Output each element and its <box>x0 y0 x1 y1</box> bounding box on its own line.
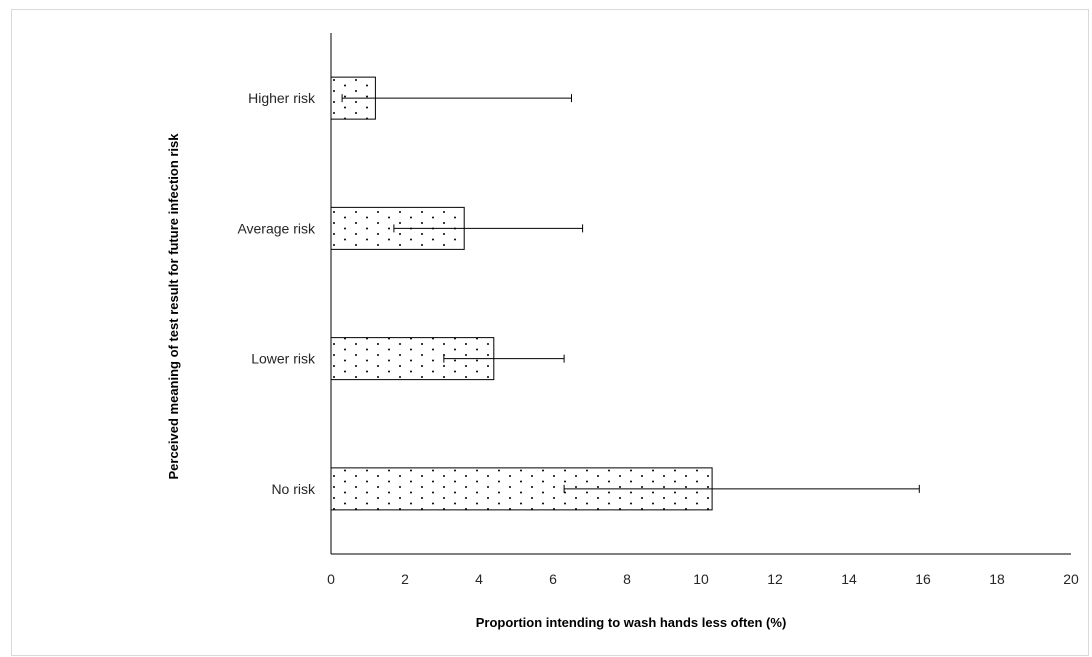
y-tick-label: Lower risk <box>251 351 316 367</box>
x-tick-label: 20 <box>1063 571 1079 587</box>
x-tick-label: 18 <box>989 571 1005 587</box>
x-tick-label: 8 <box>623 571 631 587</box>
x-tick-label: 14 <box>841 571 857 587</box>
y-tick-label: Higher risk <box>248 90 316 106</box>
x-tick-labels: 0 2 4 6 8 10 12 14 16 18 20 <box>327 571 1079 587</box>
error-bar-average-risk <box>393 224 584 233</box>
y-tick-labels: Higher risk Average risk Lower risk No risk <box>237 90 316 497</box>
chart-frame <box>11 9 1089 656</box>
error-bar-higher-risk <box>341 94 572 103</box>
x-tick-label: 12 <box>767 571 783 587</box>
error-bar-lower-risk <box>443 354 565 363</box>
x-tick-label: 6 <box>549 571 557 587</box>
bars-layer <box>330 76 713 511</box>
y-axis-title: Perceived meaning of test result for fut… <box>166 133 181 480</box>
y-tick-label: No risk <box>271 481 316 497</box>
error-bar-no-risk <box>563 484 920 493</box>
error-bars-layer <box>341 94 920 493</box>
x-tick-label: 10 <box>693 571 709 587</box>
x-tick-label: 16 <box>915 571 931 587</box>
x-tick-label: 2 <box>401 571 409 587</box>
x-tick-label: 4 <box>475 571 483 587</box>
y-tick-label: Average risk <box>237 220 316 236</box>
x-tick-label: 0 <box>327 571 335 587</box>
x-axis-title: Proportion intending to wash hands less … <box>476 615 787 630</box>
